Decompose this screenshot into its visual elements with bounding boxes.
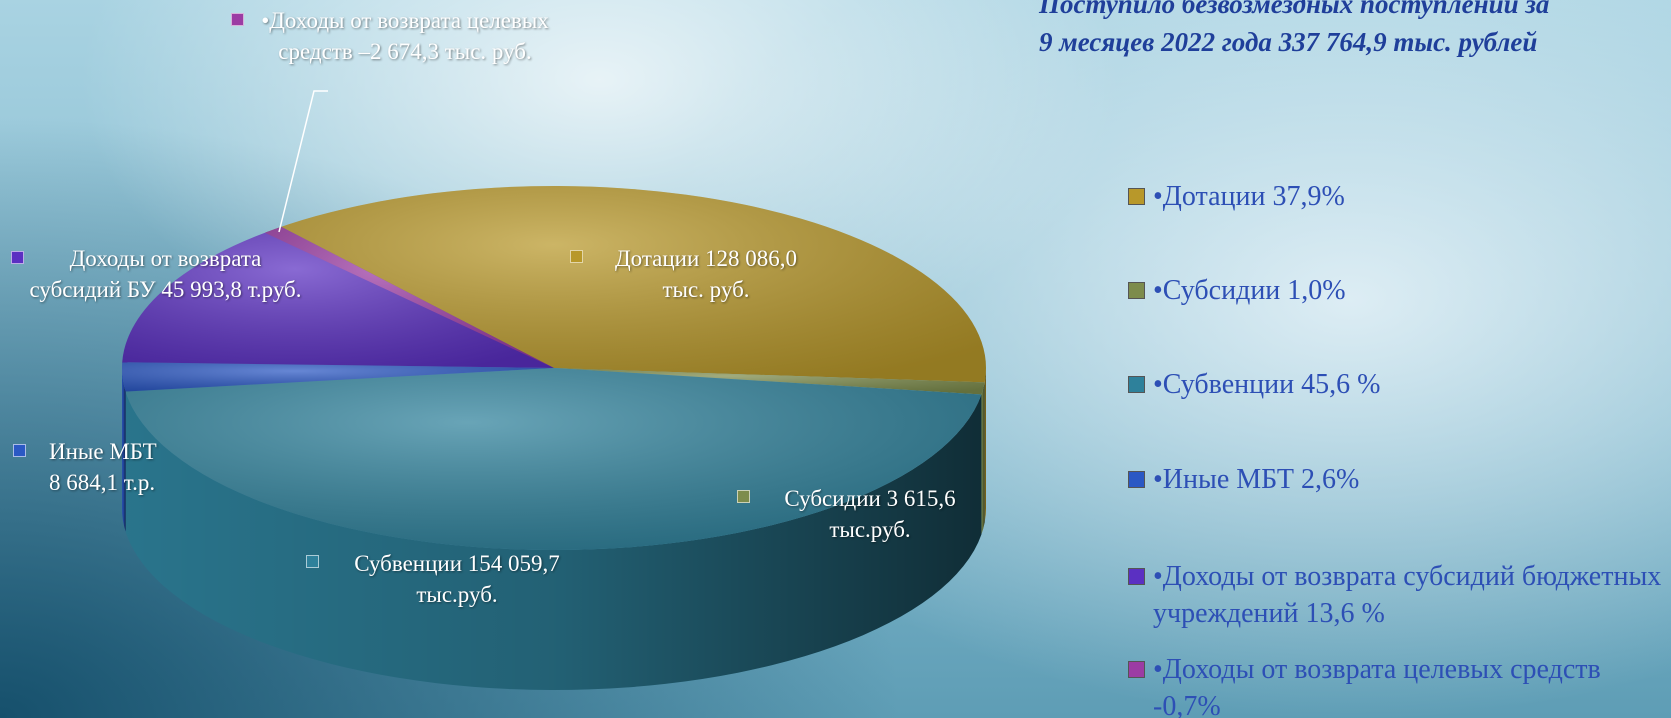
label-value: 154 059,7: [467, 551, 560, 576]
slice-shine: [125, 368, 982, 551]
legend-percent: 2,6%: [1300, 464, 1360, 495]
label-swatch: [13, 444, 26, 457]
leader-line: [278, 90, 328, 233]
label-unit: тыс.руб.: [416, 582, 498, 607]
legend-percent: 13,6 %: [1305, 598, 1385, 629]
legend-swatch: [1128, 188, 1145, 205]
legend-name: •Дотации: [1153, 181, 1266, 212]
slice-label: Иные МБТ 8 684,1 т.р.: [49, 436, 209, 498]
legend-swatch: [1128, 661, 1145, 678]
legend-name: •Доходы от возврата субсидий бюджетных у…: [1153, 561, 1662, 629]
legend-swatch: [1128, 568, 1145, 585]
slice-label: Доходы от возврата субсидий БУ 45 993,8 …: [23, 243, 308, 305]
legend-entry: •Дотации 37,9%: [1153, 178, 1671, 215]
legend-swatch: [1128, 376, 1145, 393]
legend-name: •Субвенции: [1153, 369, 1295, 400]
legend-swatch: [1128, 282, 1145, 299]
label-category: Доходы от возврата субсидий БУ: [29, 246, 262, 302]
title: Поступило безвозмездных поступлений за 9…: [1039, 0, 1671, 61]
label-swatch: [11, 251, 24, 264]
label-unit: тыс. руб.: [662, 277, 750, 302]
label-unit: тыс.руб.: [829, 517, 911, 542]
slice-label: •Доходы от возврата целевых средств –2 6…: [255, 5, 555, 67]
title-line: 9 месяцев 2022 года 337 764,9 тыс. рубле…: [1039, 27, 1538, 57]
label-unit: т.руб.: [247, 277, 302, 302]
slice-shine: [264, 226, 554, 368]
label-swatch: [231, 13, 244, 26]
label-value: 8 684,1: [49, 470, 118, 495]
label-swatch: [737, 490, 750, 503]
legend-percent: 45,6 %: [1301, 369, 1381, 400]
slice-shine: [122, 226, 554, 368]
slice-side-shade: [122, 368, 126, 532]
slice-shine: [554, 368, 985, 395]
legend-entry: •Доходы от возврата субсидий бюджетных у…: [1153, 558, 1671, 632]
slice-side-shade: [984, 368, 986, 523]
label-unit: тыс. руб.: [444, 39, 532, 64]
label-category: Иные МБТ: [49, 439, 157, 464]
label-swatch: [306, 555, 319, 568]
label-category: Субвенции: [354, 551, 463, 576]
label-value: 45 993,8: [161, 277, 242, 302]
label-swatch: [570, 250, 583, 263]
legend-entry: •Доходы от возврата целевых средств -0,7…: [1153, 651, 1671, 718]
legend-name: •Субсидии: [1153, 275, 1281, 306]
slice-shine: [122, 362, 554, 392]
slice-side-shade: [125, 391, 982, 691]
slice-label: Субсидии 3 615,6 тыс.руб.: [755, 483, 985, 545]
legend-percent: 37,9%: [1272, 181, 1345, 212]
label-category: Субсидии: [784, 486, 881, 511]
legend-name: •Иные МБТ: [1153, 464, 1294, 495]
label-unit: т.р.: [123, 470, 156, 495]
legend-percent: 1,0%: [1287, 275, 1346, 306]
legend-entry: •Субвенции 45,6 %: [1153, 366, 1671, 403]
label-value: 3 615,6: [886, 486, 956, 511]
slice-side-shade: [981, 382, 985, 535]
slice-label: Дотации 128 086,0 тыс. руб.: [586, 243, 826, 305]
legend-name: •Доходы от возврата целевых средств: [1153, 654, 1601, 685]
legend-entry: •Иные МБТ 2,6%: [1153, 461, 1671, 498]
legend-percent: -0,7%: [1153, 691, 1221, 718]
title-line: Поступило безвозмездных поступлений за: [1039, 0, 1550, 19]
label-category: •Доходы от возврата целевых средств: [261, 8, 549, 64]
legend-swatch: [1128, 471, 1145, 488]
label-value: 128 086,0: [705, 246, 798, 271]
label-value: –2 674,3: [358, 39, 439, 64]
legend-entry: •Субсидии 1,0%: [1153, 272, 1671, 309]
slice-shine: [264, 185, 987, 383]
slice-label: Субвенции 154 059,7 тыс.руб.: [327, 548, 587, 610]
label-category: Дотации: [614, 246, 700, 271]
